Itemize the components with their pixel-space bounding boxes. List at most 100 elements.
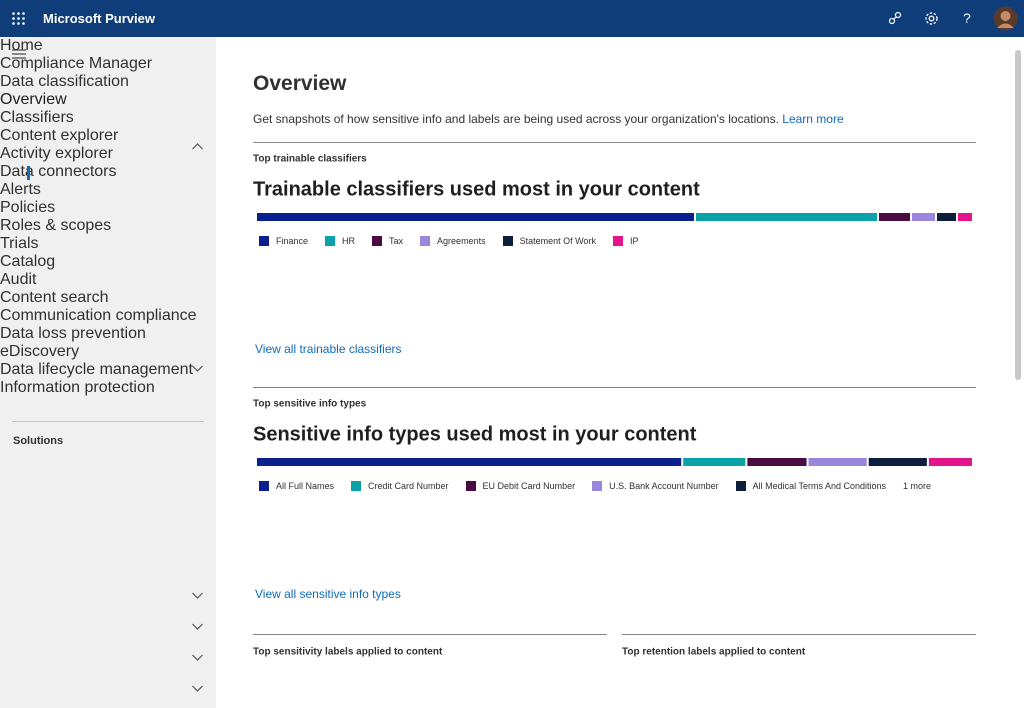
legend-label: Credit Card Number	[368, 481, 449, 491]
legend-swatch	[592, 481, 603, 491]
legend: Finance HR Tax Agreements Statement Of Work I…	[259, 236, 638, 246]
legend-item[interactable]: U.S. Bank Account Number	[592, 481, 719, 491]
app-name[interactable]: Microsoft Purview	[43, 11, 155, 26]
expand-chevron[interactable]	[192, 142, 203, 150]
legend-item[interactable]: Tax	[372, 236, 403, 246]
expand-chevron[interactable]	[192, 623, 203, 630]
expand-chevron[interactable]	[192, 365, 203, 372]
nav-item[interactable]: Activity explorer	[0, 145, 113, 162]
nav-item[interactable]: Content explorer	[0, 127, 119, 144]
legend-label: U.S. Bank Account Number	[609, 481, 719, 491]
legend-swatch	[502, 236, 513, 246]
bar-segment	[879, 213, 910, 221]
section-label: Top sensitivity labels applied to conten…	[253, 646, 443, 658]
legend-swatch	[612, 236, 623, 246]
stacked-bar	[257, 213, 972, 221]
settings-icon[interactable]	[924, 11, 939, 26]
expand-chevron[interactable]	[192, 685, 203, 692]
nav-item[interactable]: eDiscovery	[0, 343, 80, 360]
nav-item[interactable]: Data classification	[0, 73, 129, 90]
legend-item[interactable]: All Medical Terms And Conditions	[735, 481, 887, 491]
legend-swatch	[372, 236, 383, 246]
bar-segment	[912, 213, 935, 221]
nav-item[interactable]: Trials	[0, 235, 39, 252]
chart-title: Sensitive info types used most in your c…	[253, 423, 697, 446]
bar-segment	[683, 458, 746, 466]
nav-item[interactable]: Catalog	[0, 253, 56, 270]
nav-item[interactable]: Data lifecycle management	[0, 361, 193, 378]
connections-icon[interactable]	[888, 11, 902, 25]
nav-item[interactable]: Data loss prevention	[0, 325, 146, 342]
expand-chevron[interactable]	[192, 592, 203, 599]
view-all-link[interactable]: View all sensitive info types	[255, 587, 401, 601]
legend-item[interactable]: HR	[325, 236, 355, 246]
legend-item[interactable]: Finance	[259, 236, 308, 246]
nav-item[interactable]: Home	[0, 37, 43, 54]
bar-segment	[747, 458, 807, 466]
legend: All Full Names Credit Card Number EU Debit…	[259, 481, 931, 491]
section-label: Top sensitive info types	[253, 398, 367, 410]
sidebar: Home Compliance Manager Data classificatio…	[0, 37, 216, 708]
legend-label: Statement Of Work	[519, 236, 596, 246]
chart-title: Trainable classifiers used most in your …	[253, 178, 700, 201]
legend-item[interactable]: EU Debit Card Number	[465, 481, 576, 491]
nav-item[interactable]: Alerts	[0, 181, 41, 198]
legend-item[interactable]: Agreements	[420, 236, 486, 246]
nav-item[interactable]: Information protection	[0, 379, 155, 396]
nav-item[interactable]: Content search	[0, 289, 109, 306]
bar-segment	[958, 213, 972, 221]
legend-swatch	[351, 481, 362, 491]
section-label: Top retention labels applied to content	[622, 646, 806, 658]
expand-chevron[interactable]	[192, 654, 203, 661]
legend-more[interactable]: 1 more	[903, 481, 932, 491]
legend-label: EU Debit Card Number	[482, 481, 576, 491]
legend-swatch	[259, 481, 269, 491]
bar-segment	[808, 458, 867, 466]
bar-segment	[696, 213, 877, 221]
nav-item[interactable]: Data connectors	[0, 163, 117, 180]
app-launcher[interactable]	[12, 12, 25, 25]
bar-segment	[868, 458, 927, 466]
bar-segment	[937, 213, 956, 221]
page-description: Get snapshots of how sensitive info and …	[253, 112, 844, 126]
section-label: Top trainable classifiers	[253, 153, 367, 165]
nav-item[interactable]: Roles & scopes	[0, 217, 112, 234]
selected-indicator	[27, 166, 30, 180]
page-title: Overview	[253, 72, 347, 95]
legend-item[interactable]: Credit Card Number	[351, 481, 449, 491]
legend-label: IP	[629, 236, 639, 246]
nav-heading: Solutions	[13, 435, 64, 447]
legend-item[interactable]: Statement Of Work	[502, 236, 596, 246]
legend-swatch	[325, 236, 336, 246]
legend-label: All Medical Terms And Conditions	[752, 481, 887, 491]
nav-item[interactable]: Audit	[0, 271, 37, 288]
scrollbar-thumb[interactable]	[1015, 50, 1021, 380]
divider	[253, 142, 976, 143]
legend-label: Agreements	[437, 236, 486, 246]
legend-item[interactable]: IP	[612, 236, 639, 246]
bar-segment	[928, 458, 972, 466]
view-all-link[interactable]: View all trainable classifiers	[255, 342, 402, 356]
nav-item[interactable]: Policies	[0, 199, 56, 216]
divider	[253, 634, 607, 635]
help-icon[interactable]: ?	[963, 10, 971, 26]
legend-label: HR	[342, 236, 356, 246]
description-text: Get snapshots of how sensitive info and …	[253, 112, 779, 126]
nav-separator	[12, 421, 204, 422]
legend-label: All Full Names	[276, 481, 335, 491]
bar-segment	[257, 458, 682, 466]
avatar[interactable]	[993, 6, 1018, 31]
legend-swatch	[259, 236, 269, 246]
nav-item[interactable]: Communication compliance	[0, 307, 197, 324]
nav-item[interactable]: Overview	[0, 91, 67, 108]
top-bar: Microsoft Purview ?	[0, 0, 1024, 37]
nav-item[interactable]: Classifiers	[0, 109, 74, 126]
nav-item[interactable]: Compliance Manager	[0, 55, 153, 72]
legend-item[interactable]: All Full Names	[259, 481, 334, 491]
learn-more-link[interactable]: Learn more	[782, 112, 844, 126]
collapse-nav[interactable]	[12, 49, 26, 59]
divider	[253, 387, 976, 388]
divider	[622, 634, 976, 635]
stacked-bar	[257, 458, 972, 466]
